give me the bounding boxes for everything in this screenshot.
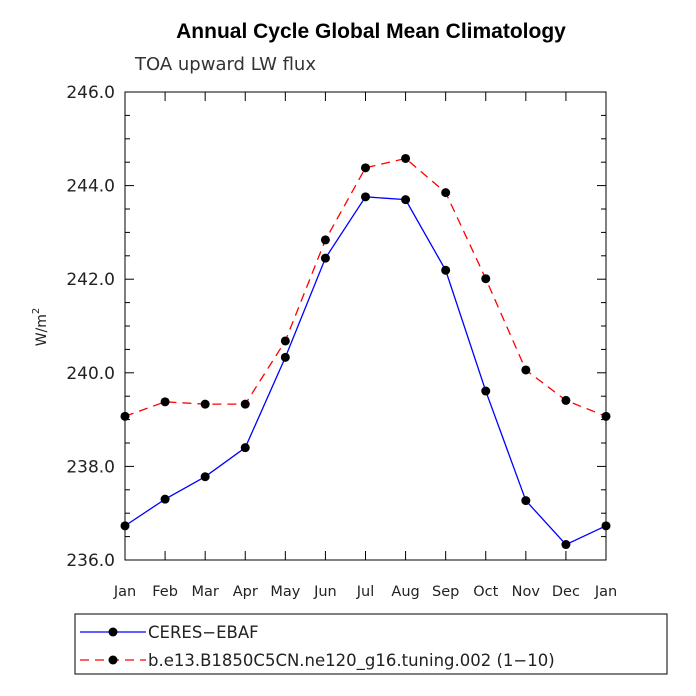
y-tick-label: 244.0 [66, 177, 115, 197]
chart-subtitle: TOA upward LW flux [134, 54, 316, 75]
y-tick-label: 246.0 [66, 83, 115, 103]
y-axis-label: W/m2 [31, 308, 50, 347]
x-tick-label: Feb [152, 584, 178, 600]
data-point-model [200, 399, 210, 409]
series-layer [120, 153, 611, 550]
y-tick-label: 236.0 [66, 551, 115, 571]
data-point-model [361, 163, 370, 173]
data-point-model [561, 395, 571, 405]
data-point-model [160, 397, 170, 407]
axis-ticks [124, 91, 607, 561]
svg-text:W/m2: W/m2 [31, 308, 50, 347]
data-point-ceres [240, 443, 250, 453]
tick-labels: 236.0 238.0 240.0 242.0 244.0 246.0 Jan Feb Mar A… [66, 83, 617, 600]
x-tick-label: Dec [552, 584, 580, 600]
y-tick-label: 240.0 [66, 364, 115, 384]
legend: CERES−EBAF b.e13.B1850C5CN.ne120_g16.tun… [74, 613, 668, 675]
x-tick-label: Aug [391, 584, 419, 600]
series-line-ceres [124, 196, 607, 546]
data-point-ceres [280, 352, 290, 362]
data-point-model [441, 188, 451, 198]
data-point-model [320, 235, 330, 245]
y-tick-label: 242.0 [66, 270, 115, 290]
x-tick-label: Jul [356, 584, 375, 600]
x-tick-label: Apr [233, 584, 258, 600]
legend-label-ceres: CERES−EBAF [148, 623, 259, 642]
legend-label-model: b.e13.B1850C5CN.ne120_g16.tuning.002 (1−… [148, 651, 555, 671]
y-axis-label-text: W/m [34, 314, 50, 346]
y-tick-label: 238.0 [66, 457, 115, 477]
data-point-model [240, 399, 250, 409]
legend-marker-model [108, 655, 118, 665]
data-point-model [280, 336, 290, 346]
x-tick-label: May [270, 584, 300, 600]
plot-frame [124, 91, 607, 561]
x-tick-label: Jan [594, 584, 617, 600]
data-point-ceres [361, 192, 370, 202]
chart-title: Annual Cycle Global Mean Climatology [176, 20, 566, 43]
legend-box [74, 613, 668, 675]
x-tick-label: Jun [313, 584, 337, 600]
data-point-ceres [320, 253, 330, 263]
data-point-ceres [441, 265, 451, 275]
data-point-model [521, 365, 531, 375]
data-point-ceres [160, 494, 170, 504]
x-tick-label: Oct [473, 584, 498, 600]
data-point-ceres [561, 540, 571, 550]
legend-marker-ceres [108, 627, 118, 637]
data-point-ceres [521, 496, 531, 506]
data-point-ceres [401, 195, 411, 205]
data-point-model [401, 153, 411, 163]
x-tick-label: Nov [512, 584, 541, 600]
y-axis-label-sup: 2 [31, 308, 42, 314]
data-point-model [481, 274, 491, 284]
data-point-ceres [200, 472, 210, 482]
x-tick-label: Mar [191, 584, 218, 600]
x-tick-label: Jan [113, 584, 136, 600]
x-tick-label: Sep [432, 584, 459, 600]
data-point-ceres [481, 386, 491, 396]
